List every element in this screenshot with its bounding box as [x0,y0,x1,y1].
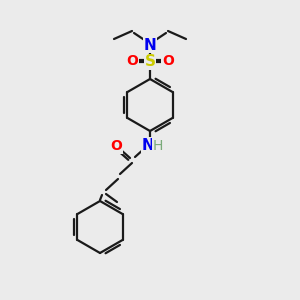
Text: N: N [144,38,156,52]
Text: H: H [153,139,163,153]
Text: S: S [145,55,155,70]
Text: O: O [162,54,174,68]
Text: N: N [142,137,154,152]
Text: O: O [110,139,122,153]
Text: O: O [126,54,138,68]
